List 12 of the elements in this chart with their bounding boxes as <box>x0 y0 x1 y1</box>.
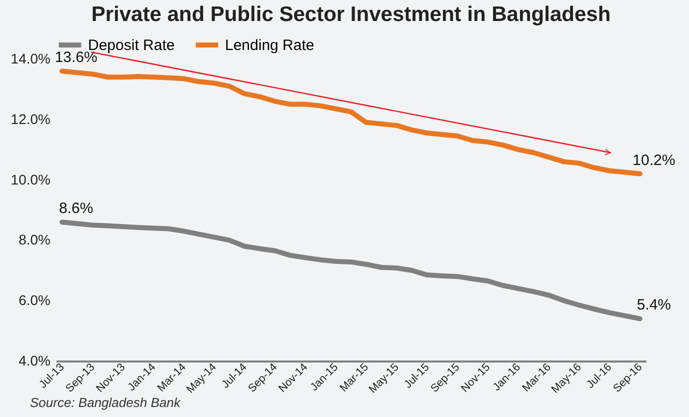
y-tick-label: 10.0% <box>10 171 50 188</box>
source-note: Source: Bangladesh Bank <box>29 395 182 410</box>
y-tick-label: 6.0% <box>18 292 50 308</box>
annotation: 5.4% <box>636 296 672 314</box>
y-tick-label: 8.0% <box>18 232 50 248</box>
chart-title: Private and Public Sector Investment in Bangladesh <box>91 3 611 26</box>
legend-label: Lending Rate <box>225 37 314 54</box>
y-tick-label: 12.0% <box>10 110 50 127</box>
annotation: 8.6% <box>58 200 94 218</box>
y-tick-label: 14.0% <box>10 50 50 66</box>
y-tick-label: 4.0% <box>18 352 50 368</box>
annotation: 10.2% <box>632 152 676 169</box>
